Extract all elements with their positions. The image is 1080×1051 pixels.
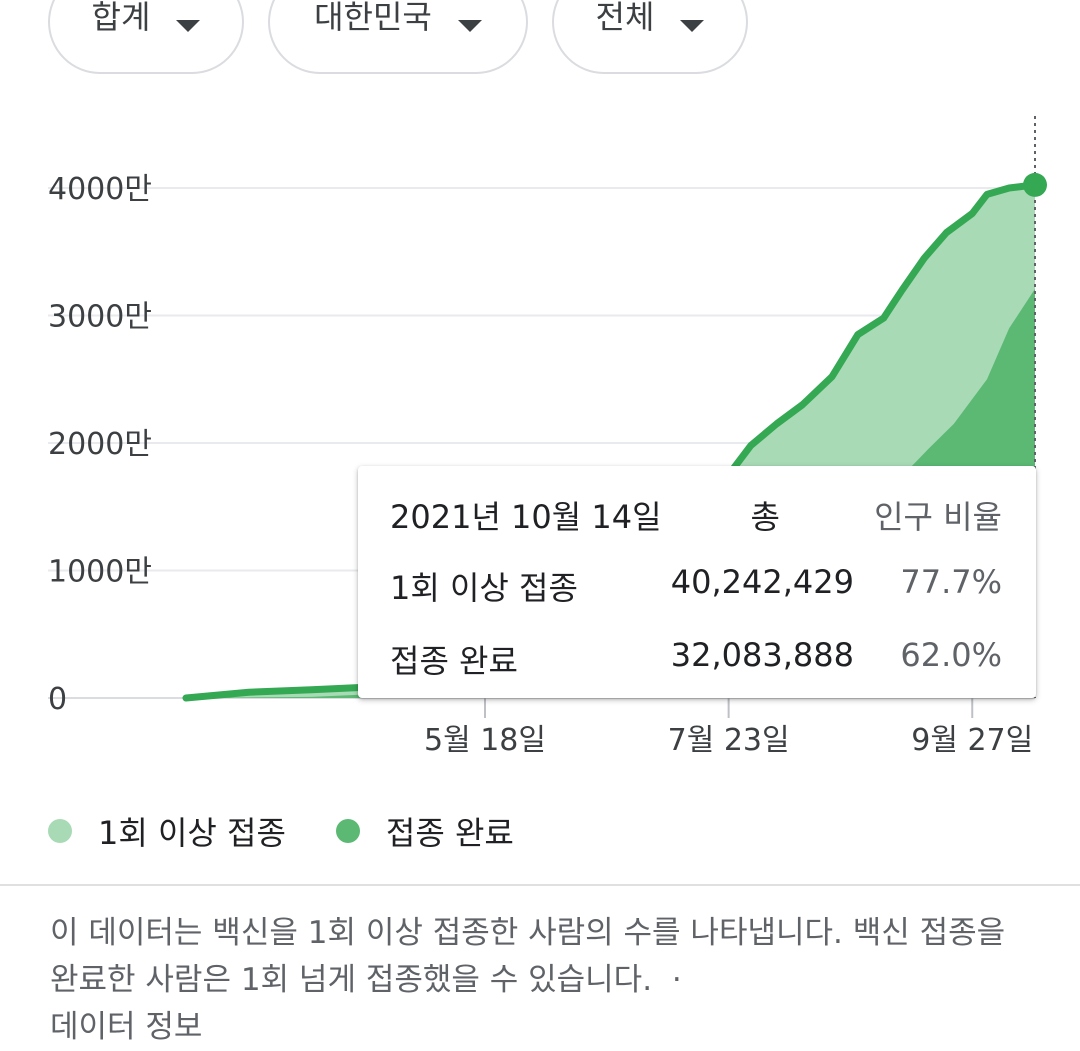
- separator: ·: [671, 962, 682, 998]
- tooltip-row-total: 40,242,429: [670, 563, 854, 601]
- legend-label: 접종 완료: [385, 814, 514, 852]
- x-tick-label: 9월 27일: [911, 723, 1033, 758]
- y-tick-label: 3000만: [48, 300, 152, 335]
- tooltip-row-label: 접종 완료: [390, 642, 518, 680]
- filter-total-chip[interactable]: 합계: [48, 0, 244, 74]
- y-tick-label: 0: [48, 682, 67, 717]
- tooltip-row-total: 32,083,888: [670, 636, 854, 674]
- tooltip-row-ratio: 62.0%: [900, 636, 1002, 674]
- legend-label: 1회 이상 접종: [98, 814, 286, 852]
- y-tick-label: 2000만: [48, 427, 152, 462]
- data-note: 이 데이터는 백신을 1회 이상 접종한 사람의 수를 나타냅니다. 백신 접종…: [50, 910, 1040, 1051]
- legend-item-first-dose[interactable]: 1회 이상 접종: [48, 808, 286, 854]
- hover-point: [1023, 172, 1047, 197]
- chart-axes: 0 1000만 2000만 3000만 4000만 5월 18일 7월 23일 9월 27일: [48, 172, 1033, 758]
- tooltip-row-label: 1회 이상 접종: [390, 569, 578, 607]
- y-tick-label: 4000만: [48, 172, 152, 207]
- chevron-down-icon: [457, 20, 482, 32]
- legend-dot-icon: [48, 819, 72, 843]
- filter-country-chip[interactable]: 대한민국: [268, 0, 528, 74]
- tooltip-date: 2021년 10월 14일: [390, 498, 662, 536]
- tooltip-ratio-header: 인구 비율: [874, 498, 1002, 536]
- tooltip-row-ratio: 77.7%: [900, 563, 1002, 601]
- data-info-link[interactable]: 데이터 정보: [50, 1009, 203, 1045]
- chevron-down-icon: [176, 20, 201, 32]
- divider: [0, 884, 1080, 886]
- legend-dot-icon: [335, 819, 360, 843]
- filter-country-label: 대한민국: [314, 0, 432, 36]
- chart-legend: 1회 이상 접종 접종 완료: [48, 808, 564, 854]
- legend-item-fully-vaccinated[interactable]: 접종 완료: [335, 808, 514, 854]
- chevron-down-icon: [680, 20, 705, 32]
- data-note-text: 이 데이터는 백신을 1회 이상 접종한 사람의 수를 나타냅니다. 백신 접종…: [50, 915, 1006, 998]
- x-tick-label: 7월 23일: [668, 723, 790, 758]
- y-tick-label: 1000만: [48, 555, 152, 590]
- tooltip-total-header: 총: [750, 498, 780, 536]
- x-tick-label: 5월 18일: [424, 723, 546, 758]
- filter-age-label: 전체: [595, 0, 655, 36]
- filter-total-label: 합계: [91, 0, 151, 36]
- chart-tooltip: 2021년 10월 14일 총 인구 비율 1회 이상 접종 40,242,42…: [358, 466, 1036, 698]
- filter-age-chip[interactable]: 전체: [552, 0, 748, 74]
